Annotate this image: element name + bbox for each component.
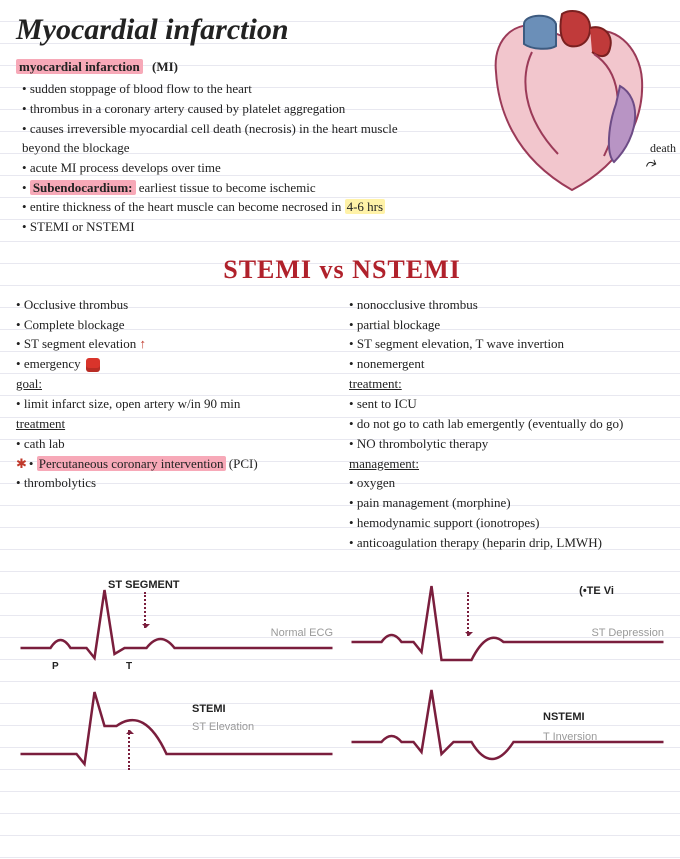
list-item: causes irreversible myocardial cell deat… [22,120,416,158]
ecg-label: ST Elevation [192,720,254,736]
list-item: partial blockage [349,316,668,335]
ecg-label: ST Depression [591,626,664,642]
t-label: T [126,660,132,675]
ecg-stdep: (•TE Vi ST Depression [347,578,668,678]
compare-columns: Occlusive thrombusComplete blockageST se… [16,295,668,554]
list-item: Occlusive thrombus [16,296,335,315]
intro-bullets: sudden stoppage of blood flow to the hea… [16,80,416,237]
list-item: entire thickness of the heart muscle can… [22,198,416,217]
list-item: treatment [16,415,335,434]
list-item: hemodynamic support (ionotropes) [349,514,668,533]
list-item: nonemergent [349,355,668,374]
list-item: NO thrombolytic therapy [349,435,668,454]
list-item: ST segment elevation ↑ [16,335,335,354]
list-item: ✱• Percutaneous coronary intervention (P… [16,455,335,474]
ecg-label: Normal ECG [271,626,333,642]
list-item: ST segment elevation, T wave invertion [349,335,668,354]
list-item: oxygen [349,474,668,493]
list-item: acute MI process develops over time [22,159,416,178]
arrow-up-icon [128,730,130,770]
list-item: cath lab [16,435,335,454]
subheading-abbr: (MI) [152,59,178,74]
ecg-stemi: STEMI ST Elevation [16,684,337,784]
list-item: STEMI or NSTEMI [22,218,416,237]
subheading-hl: myocardial infarction [16,59,143,74]
list-item: treatment: [349,375,668,394]
list-item: limit infarct size, open artery w/in 90 … [16,395,335,414]
nstemi-column: nonocclusive thrombuspartial blockageST … [349,295,668,554]
list-item: Complete blockage [16,316,335,335]
list-item: sudden stoppage of blood flow to the hea… [22,80,416,99]
ecg-label: STEMI [192,702,226,718]
ecg-label: NSTEMI [543,710,585,726]
siren-icon [86,358,100,372]
list-item: Subendocardium: earliest tissue to becom… [22,179,416,198]
list-item: goal: [16,375,335,394]
list-item: do not go to cath lab emergently (eventu… [349,415,668,434]
ecg-nstemi: NSTEMI T Inversion [347,684,668,784]
list-item: emergency [16,355,335,374]
list-item: thrombus in a coronary artery caused by … [22,100,416,119]
list-item: thrombolytics [16,474,335,493]
compare-title: STEMI vs NSTEMI [16,251,668,289]
ecg-label: T Inversion [543,730,597,746]
ecg-label: (•TE Vi [579,584,614,600]
list-item: pain management (morphine) [349,494,668,513]
list-item: sent to ICU [349,395,668,414]
ecg-diagrams: ST SEGMENT Normal ECG P T STEMI ST Eleva… [16,578,668,790]
p-label: P [52,660,59,675]
stemi-column: Occlusive thrombusComplete blockageST se… [16,295,335,554]
list-item: management: [349,455,668,474]
arrow-down-icon [467,592,469,636]
arrow-down-icon [144,592,146,628]
heart-illustration [462,6,672,206]
list-item: anticoagulation therapy (heparin drip, L… [349,534,668,553]
list-item: nonocclusive thrombus [349,296,668,315]
ecg-normal: ST SEGMENT Normal ECG P T [16,578,337,678]
